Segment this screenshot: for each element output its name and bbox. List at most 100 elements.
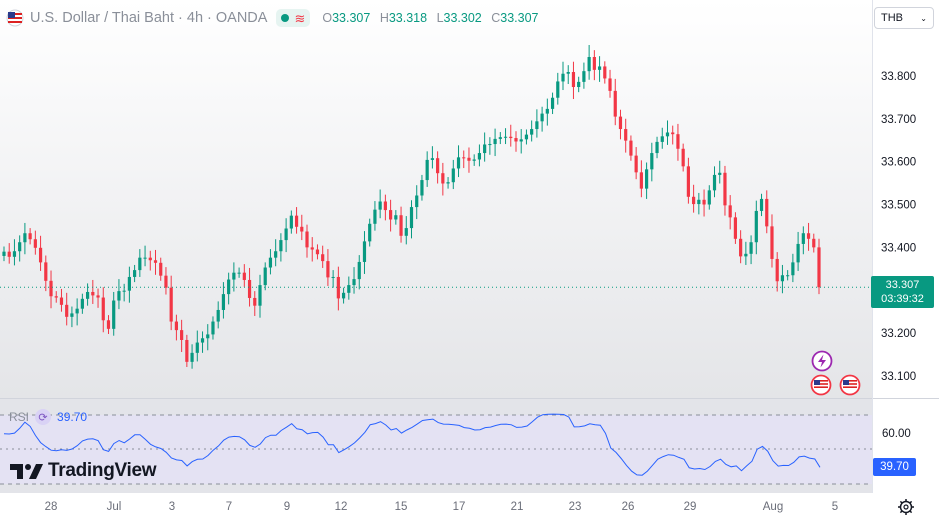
wave-icon: ≋ (294, 10, 306, 26)
candle-down (399, 215, 403, 236)
candle-down (436, 158, 440, 174)
candle-down (571, 72, 576, 88)
tradingview-logo[interactable]: TradingView (10, 460, 157, 482)
price-axis[interactable]: 33.800 33.700 33.600 33.500 33.400 33.200 33.1… (881, 71, 916, 383)
symbol-title[interactable]: U.S. Dollar / Thai Baht · 4h · OANDA (30, 10, 268, 26)
time-axis-tick: 17 (453, 501, 466, 513)
candle-up (483, 144, 487, 154)
candle-up (279, 240, 283, 252)
candle-up (133, 270, 137, 277)
price-axis-tick: 33.700 (881, 114, 916, 126)
candle-up (493, 138, 497, 145)
candle-up (211, 321, 215, 335)
high-label: H (379, 11, 389, 25)
candle-up (535, 121, 539, 130)
candle-up (258, 285, 262, 306)
candle-up (488, 144, 492, 146)
candle-down (49, 280, 53, 297)
candle-down (629, 140, 633, 156)
candle-down (775, 258, 779, 282)
candle-up (744, 253, 748, 257)
candle-up (112, 300, 116, 329)
chevron-down-icon: ⌄ (920, 13, 927, 23)
candle-up (749, 242, 753, 254)
candle-up (415, 195, 419, 208)
tradingview-wordmark: TradingView (48, 460, 157, 481)
last-price-badge: 33.307 03:39:32 (871, 276, 934, 308)
candle-up (206, 334, 210, 339)
rsi-legend[interactable]: RSI ⟳ 39.70 (9, 409, 87, 425)
main-pane[interactable] (0, 0, 872, 398)
candle-down (686, 166, 690, 197)
candle-down (624, 129, 628, 141)
currency-value: THB (881, 12, 903, 24)
candle-down (153, 260, 158, 263)
candle-up (80, 298, 84, 309)
candle-up (341, 292, 346, 299)
candle-down (389, 210, 393, 220)
candle-up (556, 81, 560, 98)
time-axis-tick: 7 (226, 501, 232, 513)
candle-down (242, 272, 246, 280)
candle-down (733, 217, 738, 239)
candle-up (404, 228, 408, 236)
settings-gear-icon[interactable] (898, 499, 914, 515)
candle-down (148, 257, 152, 261)
candle-up (472, 159, 476, 161)
candle-up (754, 210, 758, 243)
candle-down (59, 297, 64, 305)
candle-down (38, 247, 43, 263)
candle-up (786, 275, 790, 277)
candles-group (2, 45, 821, 369)
candle-up (707, 190, 711, 205)
candle-up (577, 81, 581, 88)
time-axis-tick: 5 (832, 501, 838, 513)
candle-down (639, 172, 643, 189)
currency-select[interactable]: THB ⌄ (874, 7, 934, 29)
rsi-settings-icon[interactable]: ⟳ (35, 409, 52, 425)
low-value: 33.302 (443, 11, 482, 25)
market-status-pill[interactable]: ≋ (276, 9, 311, 27)
candle-up (718, 172, 722, 175)
candle-up (780, 275, 785, 282)
candle-up (519, 139, 523, 142)
candle-up (503, 136, 508, 138)
candle-up (122, 290, 126, 292)
candle-up (561, 73, 565, 82)
time-axis-tick: 21 (511, 501, 524, 513)
us-flag-event-icon[interactable] (839, 374, 861, 396)
candle-up (373, 209, 377, 224)
candle-up (2, 251, 6, 256)
candle-up (409, 207, 414, 229)
candle-down (247, 279, 252, 298)
bar-countdown: 03:39:32 (881, 293, 924, 305)
candle-up (284, 228, 288, 241)
candle-down (91, 291, 95, 296)
candle-up (12, 251, 17, 257)
symbol-header[interactable]: U.S. Dollar / Thai Baht · 4h · OANDA ≋ O… (6, 8, 545, 28)
time-axis-tick: 3 (169, 501, 175, 513)
candle-down (185, 339, 189, 362)
candle-up (331, 276, 335, 278)
candle-up (23, 233, 27, 243)
candle-down (634, 155, 638, 173)
candle-up (216, 309, 220, 322)
time-axis[interactable]: 28 Jul 3 7 9 12 15 17 21 23 26 29 Aug 5 (45, 501, 839, 513)
candle-down (603, 66, 607, 79)
rsi-axis-tick: 60.00 (882, 428, 911, 440)
candle-up (566, 72, 570, 74)
candle-down (592, 57, 596, 70)
candle-up (378, 201, 382, 210)
candle-down (159, 262, 163, 276)
candle-up (550, 97, 555, 109)
us-flag-event-icon[interactable] (810, 374, 832, 396)
candle-down (618, 116, 623, 130)
candle-down (728, 205, 732, 218)
candle-down (28, 233, 32, 240)
candle-down (676, 134, 680, 149)
time-axis-tick: Aug (763, 501, 783, 513)
candle-down (817, 247, 821, 288)
time-axis-tick: 28 (45, 501, 58, 513)
lightning-icon[interactable] (811, 350, 833, 372)
candle-down (739, 238, 743, 257)
